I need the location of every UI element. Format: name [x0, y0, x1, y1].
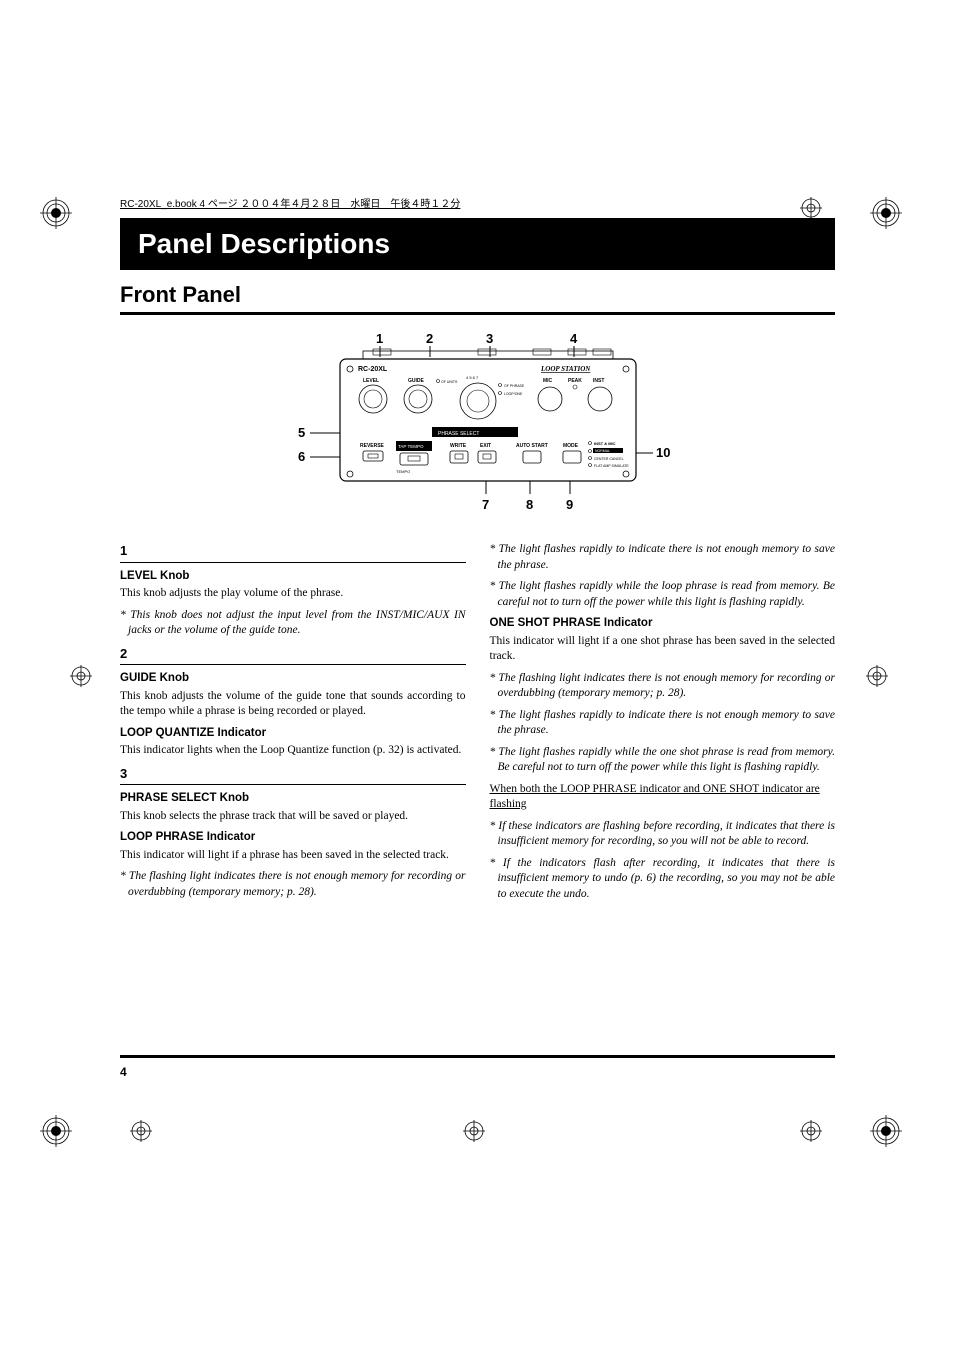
loop-phrase-desc: This indicator will light if a phrase ha…	[120, 848, 466, 864]
svg-text:REVERSE: REVERSE	[360, 443, 385, 449]
callout-7: 7	[482, 497, 489, 512]
crop-target-icon	[800, 1120, 822, 1142]
svg-text:TEMPO: TEMPO	[396, 469, 410, 474]
one-shot-note-3: * The light flashes rapidly while the on…	[490, 745, 836, 776]
callout-8: 8	[526, 497, 533, 512]
svg-text:4 5 6 7: 4 5 6 7	[466, 375, 479, 380]
section-number-2: 2	[120, 645, 466, 666]
loop-quantize-heading: LOOP QUANTIZE Indicator	[120, 726, 466, 742]
svg-text:LEVEL: LEVEL	[363, 378, 379, 384]
registration-mark-bottom-left	[40, 1115, 72, 1147]
svg-text:EXIT: EXIT	[480, 443, 491, 449]
svg-text:TAP TEMPO: TAP TEMPO	[398, 444, 424, 449]
loop-quantize-desc: This indicator lights when the Loop Quan…	[120, 743, 466, 759]
callout-10: 10	[656, 445, 670, 460]
crop-target-icon	[463, 1120, 485, 1142]
guide-knob-heading: GUIDE Knob	[120, 671, 466, 687]
model-label: RC-20XL	[358, 366, 388, 373]
loop-phrase-note-1: * The flashing light indicates there is …	[120, 869, 466, 900]
svg-text:MODE: MODE	[563, 443, 579, 449]
both-flashing-heading: When both the LOOP PHRASE indicator and …	[490, 782, 836, 813]
guide-knob-desc: This knob adjusts the volume of the guid…	[120, 689, 466, 720]
registration-mark-top-right	[870, 197, 902, 229]
device-diagram-svg: 1 2 3 4	[268, 329, 688, 519]
header-metadata-line: RC-20XL_e.book 4 ページ ２００４年４月２８日 水曜日 午後４時…	[120, 195, 835, 210]
callout-4: 4	[570, 331, 578, 346]
level-knob-note: * This knob does not adjust the input le…	[120, 608, 466, 639]
svg-text:WRITE: WRITE	[450, 443, 467, 449]
svg-text:INST: INST	[593, 378, 604, 384]
footer-divider	[120, 1055, 835, 1058]
svg-text:MIC: MIC	[543, 378, 553, 384]
callout-9: 9	[566, 497, 573, 512]
section-number-1: 1	[120, 542, 466, 563]
crop-target-icon	[130, 1120, 152, 1142]
page-content: RC-20XL_e.book 4 ページ ２００４年４月２８日 水曜日 午後４時…	[120, 195, 835, 908]
svg-text:LOOP/ONE: LOOP/ONE	[504, 392, 523, 396]
svg-text:OF PHRASE: OF PHRASE	[504, 384, 525, 388]
svg-text:NORMAL: NORMAL	[595, 449, 610, 453]
loop-phrase-note-3: * The light flashes rapidly while the lo…	[490, 579, 836, 610]
one-shot-desc: This indicator will light if a one shot …	[490, 634, 836, 665]
loop-phrase-heading: LOOP PHRASE Indicator	[120, 830, 466, 846]
one-shot-note-2: * The light flashes rapidly to indicate …	[490, 708, 836, 739]
page-number: 4	[120, 1065, 127, 1079]
registration-mark-top-left	[40, 197, 72, 229]
right-column: * The light flashes rapidly to indicate …	[490, 542, 836, 908]
callout-1: 1	[376, 331, 383, 346]
crop-target-icon	[70, 665, 92, 687]
one-shot-heading: ONE SHOT PHRASE Indicator	[490, 616, 836, 632]
svg-text:PHRASE SELECT: PHRASE SELECT	[438, 431, 479, 437]
callout-6: 6	[298, 449, 305, 464]
svg-text:AUTO START: AUTO START	[516, 443, 548, 449]
level-knob-heading: LEVEL Knob	[120, 569, 466, 585]
crop-target-icon	[866, 665, 888, 687]
svg-text:PEAK: PEAK	[568, 378, 582, 384]
svg-text:INST & MIC: INST & MIC	[594, 441, 616, 446]
loop-phrase-note-2: * The light flashes rapidly to indicate …	[490, 542, 836, 573]
brand-label: LOOP STATION	[540, 365, 591, 373]
svg-text:CENTER CANCEL: CENTER CANCEL	[594, 457, 624, 461]
callout-2: 2	[426, 331, 433, 346]
section-subtitle: Front Panel	[120, 282, 835, 315]
svg-text:FLAT AMP SIMULATE: FLAT AMP SIMULATE	[594, 464, 629, 468]
phrase-select-heading: PHRASE SELECT Knob	[120, 791, 466, 807]
level-knob-desc: This knob adjusts the play volume of the…	[120, 586, 466, 602]
one-shot-note-1: * The flashing light indicates there is …	[490, 671, 836, 702]
left-column: 1 LEVEL Knob This knob adjusts the play …	[120, 542, 466, 908]
callout-3: 3	[486, 331, 493, 346]
svg-text:GUIDE: GUIDE	[408, 378, 425, 384]
chapter-title-banner: Panel Descriptions	[120, 218, 835, 270]
front-panel-diagram: 1 2 3 4	[120, 329, 835, 524]
callout-5: 5	[298, 425, 305, 440]
registration-mark-bottom-right	[870, 1115, 902, 1147]
section-number-3: 3	[120, 765, 466, 786]
both-flashing-note-1: * If these indicators are flashing befor…	[490, 819, 836, 850]
svg-text:OF UNITS: OF UNITS	[441, 380, 458, 384]
phrase-select-desc: This knob selects the phrase track that …	[120, 809, 466, 825]
both-flashing-note-2: * If the indicators flash after recordin…	[490, 856, 836, 903]
